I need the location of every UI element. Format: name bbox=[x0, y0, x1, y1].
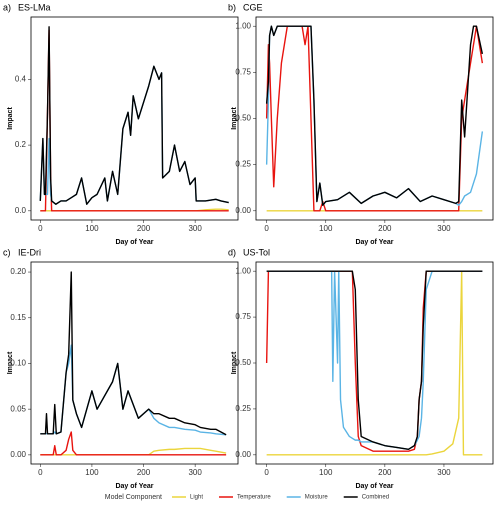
series-line bbox=[39, 65, 229, 205]
x-tick-label: 0 bbox=[264, 468, 269, 477]
x-tick-label: 300 bbox=[437, 468, 451, 477]
y-tick-label: 0.00 bbox=[10, 450, 26, 459]
y-tick-label: 0.75 bbox=[235, 67, 251, 76]
series-line bbox=[266, 270, 483, 451]
series-line bbox=[265, 25, 484, 212]
legend-title: Model Component bbox=[105, 494, 162, 501]
panel-title: US-Tol bbox=[243, 247, 270, 257]
y-tick-label: 0.4 bbox=[15, 75, 27, 84]
panel-title: IE-Dri bbox=[18, 247, 41, 257]
y-tick-label: 1.00 bbox=[235, 21, 251, 30]
series-line bbox=[265, 270, 483, 452]
panel: b) CGE Day of Year Impact 0 100 200 300 0.00 0.25… bbox=[228, 2, 494, 246]
y-tick-label: 0.00 bbox=[235, 450, 251, 459]
panel-title: CGE bbox=[243, 2, 263, 12]
panel-border bbox=[255, 16, 494, 221]
series-line bbox=[266, 270, 483, 451]
panel-tag: a) bbox=[3, 2, 11, 12]
y-axis-label: Impact bbox=[231, 107, 238, 130]
series-line bbox=[40, 29, 229, 212]
y-tick-label: 0.50 bbox=[235, 358, 251, 367]
series-line bbox=[265, 25, 484, 206]
x-tick-label: 100 bbox=[319, 224, 333, 233]
y-tick-label: 0.0 bbox=[15, 206, 27, 215]
x-tick-label: 300 bbox=[188, 224, 202, 233]
legend-label: Light bbox=[190, 495, 203, 501]
x-tick-label: 200 bbox=[137, 224, 151, 233]
panel-border bbox=[30, 261, 239, 465]
series-line bbox=[266, 270, 483, 456]
y-axis-label: Impact bbox=[231, 351, 238, 374]
x-tick-label: 200 bbox=[378, 224, 392, 233]
x-tick-label: 100 bbox=[85, 468, 99, 477]
panel-border bbox=[30, 16, 239, 221]
panel-tag: b) bbox=[228, 2, 236, 12]
x-axis-label: Day of Year bbox=[355, 483, 393, 490]
legend: Light Temperature Moisture Combined bbox=[172, 495, 389, 501]
y-tick-label: 1.00 bbox=[235, 266, 251, 275]
y-tick-label: 0.2 bbox=[15, 140, 27, 149]
x-tick-label: 0 bbox=[38, 468, 43, 477]
y-tick-label: 0.50 bbox=[235, 114, 251, 123]
y-tick-label: 0.75 bbox=[235, 312, 251, 321]
panel: d) US-Tol Day of Year Impact 0 100 200 300 0.00 0… bbox=[228, 247, 494, 490]
x-tick-label: 100 bbox=[319, 468, 333, 477]
series-line bbox=[40, 431, 227, 456]
y-axis-label: Impact bbox=[7, 107, 14, 130]
x-axis-label: Day of Year bbox=[115, 239, 153, 246]
panel-border bbox=[255, 261, 494, 465]
y-tick-label: 0.25 bbox=[235, 160, 251, 169]
y-tick-label: 0.20 bbox=[10, 267, 26, 276]
panel-title: ES-LMa bbox=[18, 2, 51, 12]
x-tick-label: 100 bbox=[85, 224, 99, 233]
panel: a) ES-LMa Day of Year Impact 0 100 200 300 0.0 0.… bbox=[3, 2, 239, 246]
y-tick-label: 0.10 bbox=[10, 359, 26, 368]
panel-tag: d) bbox=[228, 247, 236, 257]
panel-tag: c) bbox=[3, 247, 11, 257]
legend-label: Moisture bbox=[305, 495, 329, 501]
x-tick-label: 0 bbox=[264, 224, 269, 233]
y-tick-label: 0.05 bbox=[10, 404, 26, 413]
series-line bbox=[265, 25, 484, 206]
x-tick-label: 200 bbox=[137, 468, 151, 477]
y-tick-label: 0.15 bbox=[10, 313, 26, 322]
x-tick-label: 300 bbox=[437, 224, 451, 233]
x-tick-label: 0 bbox=[38, 224, 43, 233]
x-axis-label: Day of Year bbox=[115, 483, 153, 490]
series-line bbox=[40, 271, 227, 436]
panel: c) IE-Dri Day of Year Impact 0 100 200 300 0.00 0… bbox=[3, 247, 239, 490]
y-tick-label: 0.00 bbox=[235, 206, 251, 215]
series-line bbox=[40, 447, 227, 456]
legend-label: Combined bbox=[362, 495, 389, 501]
x-tick-label: 200 bbox=[378, 468, 392, 477]
x-axis-label: Day of Year bbox=[355, 239, 393, 246]
y-axis-label: Impact bbox=[7, 351, 14, 374]
series-line bbox=[39, 26, 229, 205]
x-tick-label: 300 bbox=[188, 468, 202, 477]
y-tick-label: 0.25 bbox=[235, 404, 251, 413]
legend-label: Temperature bbox=[237, 495, 271, 501]
